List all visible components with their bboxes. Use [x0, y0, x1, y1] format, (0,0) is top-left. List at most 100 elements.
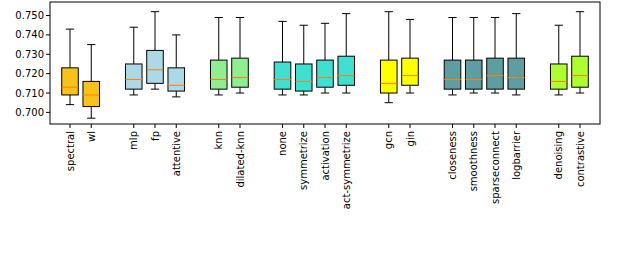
- cap-low: [342, 93, 350, 94]
- y-tick: [46, 112, 50, 113]
- y-tick: [46, 34, 50, 35]
- cap-high: [321, 23, 329, 24]
- cap-high: [385, 11, 393, 12]
- cap-low: [66, 104, 74, 105]
- cap-high: [151, 11, 159, 12]
- cap-low: [555, 94, 563, 95]
- y-tick: [46, 54, 50, 55]
- cap-low: [491, 93, 499, 94]
- cap-high: [236, 17, 244, 18]
- x-tick: [303, 124, 304, 128]
- cap-high: [130, 27, 138, 28]
- x-tick-label: activation: [320, 131, 331, 181]
- cap-low: [215, 94, 223, 95]
- whisker-high: [155, 12, 156, 51]
- y-tick-label: 0.720: [15, 68, 44, 79]
- whisker-high: [580, 12, 581, 57]
- median: [295, 81, 312, 82]
- x-tick-label: symmetrize: [298, 131, 309, 190]
- box: [232, 58, 249, 87]
- x-tick-label: denoising: [553, 131, 564, 179]
- whisker-high: [240, 17, 241, 58]
- x-tick: [580, 124, 581, 128]
- whisker-high: [70, 29, 71, 68]
- whisker-low: [495, 89, 496, 93]
- median: [572, 75, 589, 76]
- x-tick: [495, 124, 496, 128]
- median: [168, 85, 185, 86]
- cap-high: [172, 34, 180, 35]
- whisker-low: [558, 89, 559, 95]
- x-tick-label: none: [277, 131, 288, 156]
- cap-high: [87, 44, 95, 45]
- cap-low: [321, 93, 329, 94]
- cap-high: [555, 25, 563, 26]
- cap-low: [385, 102, 393, 103]
- box: [402, 58, 419, 85]
- median: [550, 81, 567, 82]
- cap-low: [448, 94, 456, 95]
- whisker-low: [452, 89, 453, 95]
- x-tick: [558, 124, 559, 128]
- median: [125, 79, 142, 80]
- x-tick: [91, 124, 92, 128]
- x-tick: [218, 124, 219, 128]
- cap-high: [342, 13, 350, 14]
- box: [295, 64, 312, 91]
- x-tick: [133, 124, 134, 128]
- x-tick-label: closeness: [447, 131, 458, 180]
- cap-low: [236, 93, 244, 94]
- y-tick-label: 0.700: [15, 107, 44, 118]
- box: [487, 58, 504, 89]
- whisker-high: [325, 23, 326, 60]
- box: [168, 68, 185, 91]
- x-tick-label: logbarrier: [511, 130, 522, 180]
- whisker-low: [240, 87, 241, 93]
- x-tick-label: spectral: [65, 131, 76, 171]
- median: [317, 77, 334, 78]
- x-tick: [516, 124, 517, 128]
- cap-high: [576, 11, 584, 12]
- cap-high: [448, 17, 456, 18]
- median: [380, 83, 397, 84]
- whisker-high: [346, 14, 347, 57]
- box: [465, 60, 482, 89]
- whisker-low: [70, 95, 71, 105]
- x-tick: [473, 124, 474, 128]
- cap-low: [576, 93, 584, 94]
- x-tick: [346, 124, 347, 128]
- box: [508, 58, 525, 89]
- whisker-high: [91, 45, 92, 82]
- box: [83, 81, 100, 106]
- whisker-high: [558, 25, 559, 64]
- whisker-low: [346, 85, 347, 93]
- median: [274, 79, 291, 80]
- cap-low: [87, 118, 95, 119]
- x-tick-label: sparseconnect: [490, 131, 501, 204]
- cap-low: [172, 96, 180, 97]
- cap-low: [130, 94, 138, 95]
- y-tick-label: 0.710: [15, 88, 44, 99]
- x-tick-label: knn: [213, 131, 224, 149]
- median: [338, 75, 355, 76]
- box: [210, 60, 227, 89]
- whisker-high: [516, 14, 517, 59]
- box: [125, 64, 142, 89]
- cap-high: [512, 13, 520, 14]
- whisker-high: [388, 12, 389, 60]
- whisker-high: [452, 17, 453, 60]
- box: [317, 60, 334, 87]
- cap-high: [278, 21, 286, 22]
- median: [147, 69, 164, 70]
- x-tick: [176, 124, 177, 128]
- cap-low: [470, 93, 478, 94]
- cap-low: [278, 94, 286, 95]
- whisker-high: [218, 17, 219, 60]
- x-tick-label: contrastive: [575, 131, 586, 187]
- whisker-low: [218, 89, 219, 95]
- box: [338, 56, 355, 85]
- whisker-high: [282, 21, 283, 62]
- whisker-low: [176, 91, 177, 97]
- whisker-low: [473, 89, 474, 93]
- x-tick-label: mlp: [128, 131, 139, 150]
